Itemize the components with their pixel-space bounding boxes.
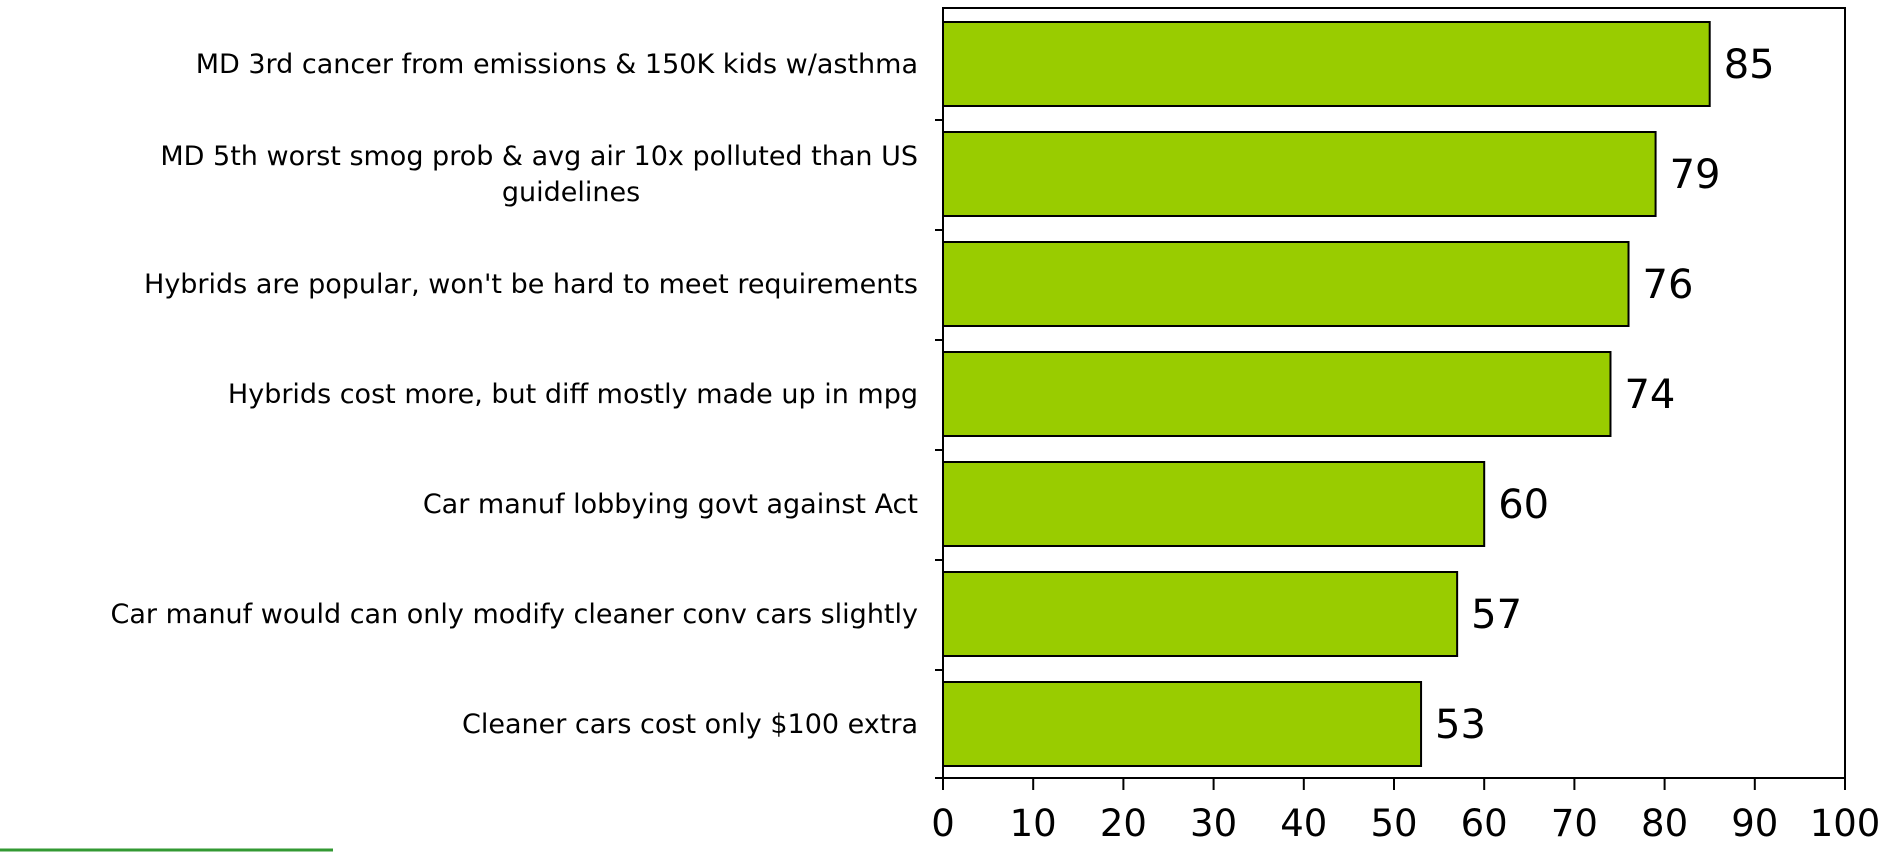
x-tick-label-60: 60 xyxy=(1461,802,1508,845)
category-label-3: Hybrids are popular, won't be hard to me… xyxy=(144,269,918,300)
category-label-line: guidelines xyxy=(502,177,640,208)
value-label-4: 74 xyxy=(1624,372,1675,418)
value-label-3: 76 xyxy=(1643,262,1694,308)
category-label-line: Hybrids cost more, but diff mostly made … xyxy=(228,379,918,410)
value-label-7: 53 xyxy=(1435,702,1486,748)
category-label-line: Hybrids are popular, won't be hard to me… xyxy=(144,269,918,300)
category-label-1: MD 3rd cancer from emissions & 150K kids… xyxy=(196,49,918,80)
category-label-line: Cleaner cars cost only $100 extra xyxy=(462,709,918,740)
bar-1 xyxy=(942,21,1711,107)
category-label-4: Hybrids cost more, but diff mostly made … xyxy=(228,379,918,410)
x-tick-label-70: 70 xyxy=(1551,802,1598,845)
category-label-2: MD 5th worst smog prob & avg air 10x pol… xyxy=(160,141,918,208)
bar-5 xyxy=(942,461,1486,547)
bar-2 xyxy=(942,131,1657,217)
x-tick-label-100: 100 xyxy=(1810,802,1881,845)
bar-3 xyxy=(942,241,1630,327)
value-label-1: 85 xyxy=(1724,42,1775,88)
bar-6 xyxy=(942,571,1459,657)
x-tick-label-50: 50 xyxy=(1370,802,1417,845)
bar-4 xyxy=(942,351,1612,437)
category-label-7: Cleaner cars cost only $100 extra xyxy=(462,709,918,740)
x-tick-label-20: 20 xyxy=(1100,802,1147,845)
value-label-5: 60 xyxy=(1498,482,1549,528)
category-label-line: MD 5th worst smog prob & avg air 10x pol… xyxy=(160,141,918,172)
category-label-line: Car manuf lobbying govt against Act xyxy=(423,489,918,520)
labels-layer: 85 MD 3rd cancer from emissions & 150K ki… xyxy=(111,42,1775,748)
x-tick-label-80: 80 xyxy=(1641,802,1688,845)
x-tick-label-40: 40 xyxy=(1280,802,1327,845)
category-label-6: Car manuf would can only modify cleaner … xyxy=(111,599,919,630)
x-tick-label-30: 30 xyxy=(1190,802,1237,845)
category-label-line: MD 3rd cancer from emissions & 150K kids… xyxy=(196,49,918,80)
bar-7 xyxy=(942,681,1423,767)
x-tick-label-10: 10 xyxy=(1010,802,1057,845)
axis-layer: 0 10 20 30 40 50 60 70 80 90 100 xyxy=(931,7,1881,845)
category-label-5: Car manuf lobbying govt against Act xyxy=(423,489,918,520)
value-label-2: 79 xyxy=(1670,152,1721,198)
category-label-line: Car manuf would can only modify cleaner … xyxy=(111,599,919,630)
x-tick-label-0: 0 xyxy=(931,802,955,845)
value-label-6: 57 xyxy=(1471,592,1522,638)
x-tick-label-90: 90 xyxy=(1731,802,1778,845)
bars-layer xyxy=(942,21,1711,767)
